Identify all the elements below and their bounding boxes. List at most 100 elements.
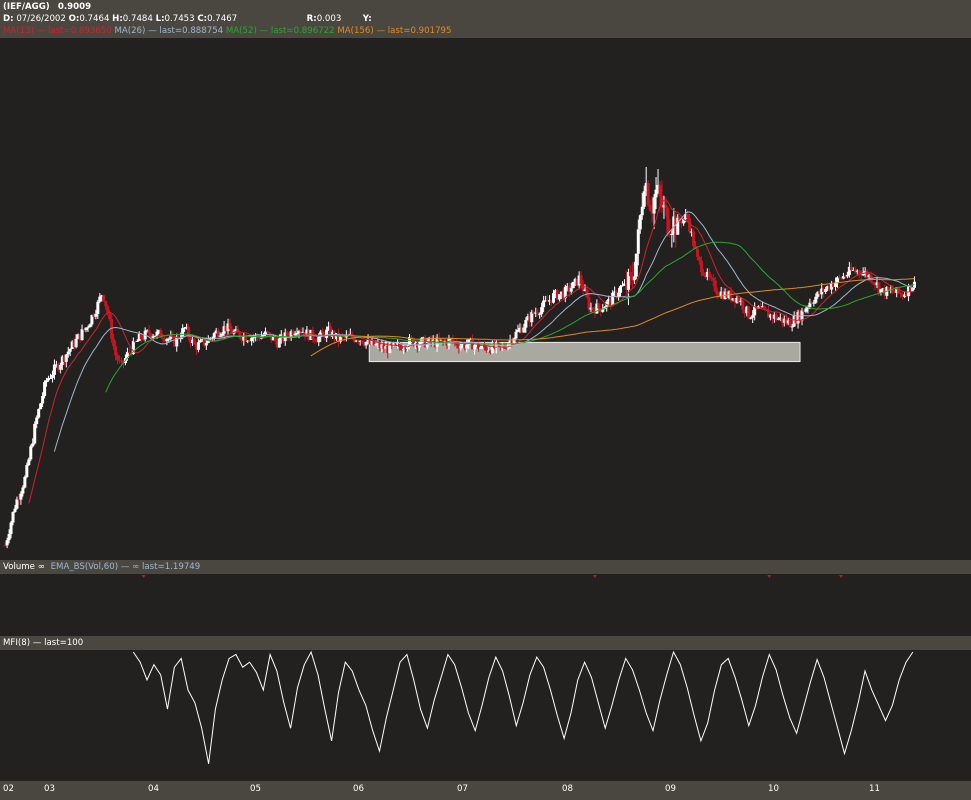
candle-body — [577, 275, 581, 286]
candle-body — [808, 302, 812, 307]
candle-body — [626, 272, 630, 290]
candle-body — [84, 327, 88, 331]
candle-body — [735, 297, 739, 303]
candle-body — [380, 344, 384, 349]
candle-body — [905, 294, 909, 297]
candle-body — [102, 295, 106, 301]
candle-body — [301, 332, 305, 334]
candle-body — [826, 286, 830, 290]
low-value: 0.7453 — [164, 14, 195, 24]
candle-body — [5, 540, 9, 546]
candle-body — [674, 216, 678, 235]
x-tick-label: 08 — [562, 784, 573, 794]
candle-body — [242, 335, 246, 341]
candle-body — [784, 318, 788, 324]
candle-body — [565, 286, 569, 288]
candle-body — [713, 280, 717, 292]
candle-body — [550, 300, 554, 303]
candle-body — [104, 300, 108, 307]
candle-body — [451, 338, 455, 342]
candle-body — [804, 308, 808, 312]
candle-body — [656, 184, 660, 190]
candle-body — [110, 319, 114, 339]
candle-body — [121, 360, 125, 364]
candle-body — [901, 293, 905, 297]
volume-ema-label: EMA_BS(Vol,60) — ∞ last=1.19749 — [50, 562, 201, 572]
candle-body — [106, 306, 110, 313]
candle-body — [482, 344, 486, 348]
candle-body — [256, 335, 260, 337]
candle-body — [518, 327, 522, 330]
candle-body — [198, 340, 202, 343]
candle-body — [751, 315, 755, 318]
candle-body — [615, 291, 619, 297]
candle-body — [336, 333, 340, 342]
candle-body — [786, 320, 790, 324]
candle-body — [127, 352, 131, 354]
candle-body — [715, 291, 719, 295]
candle-body — [776, 318, 780, 320]
candle-body — [903, 294, 907, 297]
candle-body — [394, 343, 398, 345]
candle-body — [684, 214, 688, 219]
volume-marker — [767, 575, 772, 578]
candle-body — [291, 331, 295, 336]
x-tick-label: 06 — [353, 784, 364, 794]
candle-body — [587, 297, 591, 310]
candle-body — [48, 377, 52, 379]
candle-body — [765, 308, 769, 311]
candle-body — [108, 312, 112, 320]
candle-body — [216, 330, 220, 337]
candle-body — [173, 336, 177, 347]
candle-body — [463, 343, 467, 349]
candle-body — [504, 347, 508, 349]
candle-body — [824, 289, 828, 292]
ohlc-row: D: 07/26/2002 O:0.7464 H:0.7484 L:0.7453… — [3, 13, 372, 25]
candle-body — [575, 278, 579, 286]
price-chart[interactable] — [0, 38, 971, 559]
candle-body — [853, 269, 857, 272]
candle-body — [352, 337, 356, 342]
candle-body — [145, 330, 149, 332]
candle-body — [794, 315, 798, 324]
candle-body — [311, 329, 315, 340]
candle-body — [745, 306, 749, 314]
volume-chart[interactable] — [0, 574, 971, 635]
candle-body — [277, 338, 281, 348]
candle-body — [267, 332, 271, 334]
candle-body — [398, 343, 402, 347]
candle-body — [431, 339, 435, 343]
candle-body — [619, 286, 623, 293]
range-label: R: — [306, 14, 317, 24]
candle-body — [200, 339, 204, 341]
candle-body — [29, 446, 33, 460]
candle-body — [907, 285, 911, 297]
candle-body — [479, 347, 483, 349]
candle-body — [384, 345, 388, 349]
candle-body — [621, 285, 625, 287]
x-tick-label: 02 — [3, 784, 14, 794]
candle-body — [875, 282, 879, 286]
candle-body — [192, 339, 196, 345]
candle-body — [360, 340, 364, 344]
highlight-box — [368, 341, 801, 363]
candle-body — [733, 298, 737, 303]
candle-body — [372, 339, 376, 346]
legend-ma52: MA(52) — last=0.896722 — [225, 26, 335, 36]
candle-body — [88, 324, 92, 328]
candle-body — [692, 231, 696, 247]
candle-body — [873, 283, 877, 286]
candle-body — [183, 327, 187, 329]
candle-body — [624, 283, 628, 290]
candle-body — [159, 330, 163, 338]
candle-body — [252, 337, 256, 339]
candle-body — [262, 335, 266, 337]
candle-body — [120, 360, 124, 362]
candle-body — [141, 339, 145, 341]
candle-body — [238, 332, 242, 338]
candle-body — [855, 270, 859, 272]
candle-body — [439, 339, 443, 341]
legend-ma156: MA(156) — last=0.901795 — [337, 26, 452, 36]
low-label: L: — [155, 14, 165, 24]
mfi-chart[interactable] — [0, 650, 971, 781]
